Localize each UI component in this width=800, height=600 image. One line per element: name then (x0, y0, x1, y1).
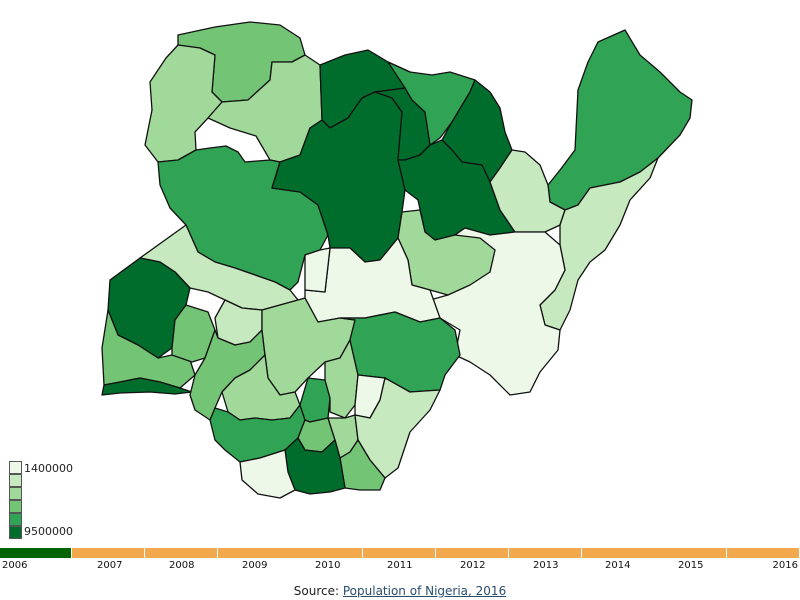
legend-swatch-6 (9, 526, 22, 539)
timeline-segment-2010[interactable] (290, 548, 363, 558)
timeline-segment-2012[interactable] (436, 548, 509, 558)
source-link[interactable]: Population of Nigeria, 2016 (342, 584, 507, 598)
timeline-year-2008[interactable]: 2008 (169, 560, 195, 571)
timeline-segment-2013[interactable] (509, 548, 582, 558)
timeline-segment-2015[interactable] (654, 548, 727, 558)
timeline-segment-2011[interactable] (363, 548, 436, 558)
state-osun[interactable] (171, 304, 216, 363)
timeline-segment-2014[interactable] (582, 548, 655, 558)
timeline-segment-2008[interactable] (145, 548, 218, 558)
state-cross-river[interactable] (354, 377, 441, 479)
state-akwa-ibom[interactable] (339, 439, 386, 491)
state-enugu[interactable] (324, 339, 359, 419)
timeline-year-2010[interactable]: 2010 (315, 560, 341, 571)
timeline-year-2015[interactable]: 2015 (678, 560, 704, 571)
timeline-year-2012[interactable]: 2012 (460, 560, 486, 571)
source-prefix: Source: (293, 584, 343, 598)
source-caption: Source: Population of Nigeria, 2016 (0, 584, 800, 598)
timeline-year-2007[interactable]: 2007 (97, 560, 123, 571)
legend-max-label: 9500000 (24, 525, 73, 538)
timeline-year-2009[interactable]: 2009 (242, 560, 268, 571)
legend-swatch-2 (9, 474, 22, 487)
state-bayelsa[interactable] (239, 449, 296, 499)
timeline-year-2011[interactable]: 2011 (387, 560, 413, 571)
timeline-year-2013[interactable]: 2013 (533, 560, 559, 571)
nigeria-states-map (101, 21, 693, 499)
timeline-segment-2007[interactable] (72, 548, 145, 558)
legend-swatch-4 (9, 500, 22, 513)
timeline-segment-2009[interactable] (218, 548, 291, 558)
timeline-year-2016[interactable]: 2016 (772, 560, 798, 571)
legend-min-label: 1400000 (24, 462, 73, 475)
timeline-year-2014[interactable]: 2014 (605, 560, 631, 571)
state-kebbi[interactable] (144, 44, 223, 163)
year-timeline: 2006 2007 2008 2009 2010 2011 2012 2013 2014 2015… (0, 548, 800, 576)
legend-swatch-5 (9, 513, 22, 526)
state-benue[interactable] (339, 311, 461, 393)
timeline-segment-2006[interactable] (0, 548, 72, 558)
state-anambra[interactable] (299, 377, 331, 423)
color-legend: 1400000 9500000 (9, 461, 99, 539)
legend-swatch-1 (9, 461, 22, 474)
state-fct[interactable] (304, 247, 331, 293)
timeline-year-2006[interactable]: 2006 (2, 560, 28, 571)
legend-swatch-3 (9, 487, 22, 500)
timeline-segment-2016[interactable] (727, 548, 800, 558)
